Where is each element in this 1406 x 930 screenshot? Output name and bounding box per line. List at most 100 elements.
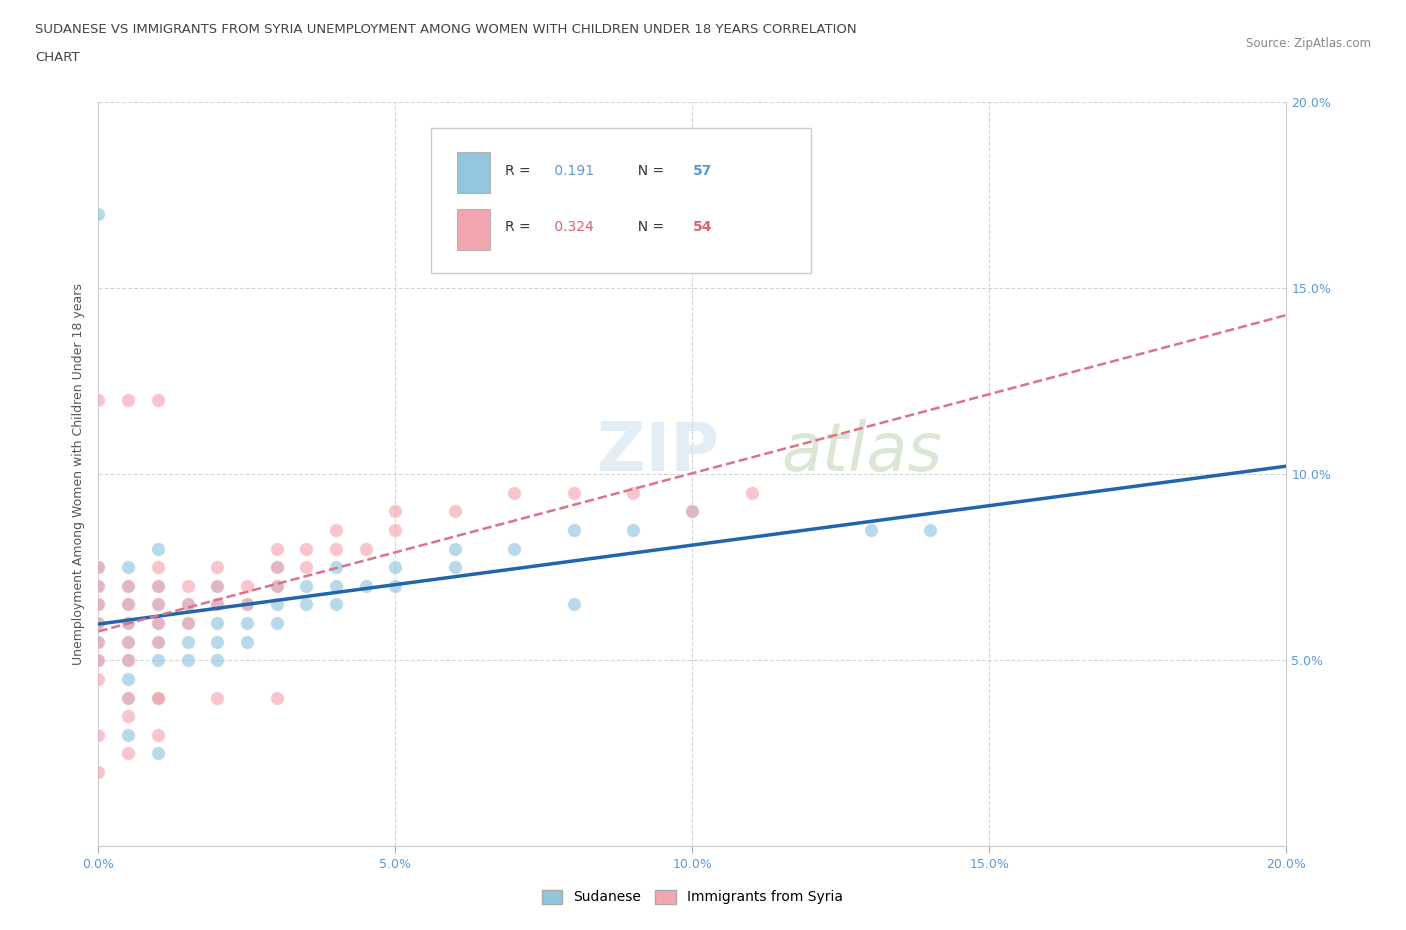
Point (207, 578, 229, 593)
Point (384, 560, 406, 575)
Point (236, 616, 259, 631)
Point (117, 634, 139, 649)
Point (117, 578, 139, 593)
Point (146, 541, 169, 556)
Point (325, 523, 347, 538)
Point (87, 597, 110, 612)
Point (87, 392, 110, 407)
Text: 57: 57 (693, 164, 711, 178)
Point (117, 690, 139, 705)
Point (176, 597, 198, 612)
Point (443, 504, 465, 519)
Point (295, 578, 318, 593)
Point (384, 504, 406, 519)
Point (266, 578, 288, 593)
Point (354, 541, 377, 556)
Point (176, 634, 198, 649)
Point (146, 616, 169, 631)
Point (236, 597, 259, 612)
Point (207, 597, 229, 612)
Y-axis label: Unemployment Among Women with Children Under 18 years: Unemployment Among Women with Children U… (72, 284, 86, 665)
Point (236, 597, 259, 612)
Point (87, 653, 110, 668)
Point (354, 578, 377, 593)
Text: R =: R = (505, 164, 534, 178)
Point (384, 523, 406, 538)
Text: Source: ZipAtlas.com: Source: ZipAtlas.com (1246, 37, 1371, 50)
Point (146, 634, 169, 649)
Point (859, 523, 882, 538)
Point (87, 616, 110, 631)
Point (117, 709, 139, 724)
Point (207, 690, 229, 705)
Point (207, 634, 229, 649)
Point (266, 560, 288, 575)
Point (146, 560, 169, 575)
Point (146, 578, 169, 593)
Text: atlas: atlas (782, 419, 942, 485)
Point (621, 523, 644, 538)
Bar (457, 153, 491, 193)
Point (266, 616, 288, 631)
Point (236, 578, 259, 593)
Point (146, 690, 169, 705)
Point (87, 671, 110, 686)
Point (87, 206, 110, 221)
Text: 0.324: 0.324 (550, 220, 593, 234)
FancyBboxPatch shape (432, 128, 811, 273)
Point (146, 634, 169, 649)
Point (87, 578, 110, 593)
Text: 54: 54 (693, 220, 711, 234)
Point (176, 616, 198, 631)
Point (207, 597, 229, 612)
Point (146, 690, 169, 705)
Legend: Sudanese, Immigrants from Syria: Sudanese, Immigrants from Syria (536, 884, 849, 910)
Point (325, 560, 347, 575)
Text: CHART: CHART (35, 51, 80, 64)
Point (562, 597, 585, 612)
Point (117, 653, 139, 668)
Point (87, 560, 110, 575)
Point (117, 392, 139, 407)
Text: N =: N = (630, 164, 669, 178)
Point (176, 616, 198, 631)
Point (146, 616, 169, 631)
Point (146, 746, 169, 761)
Point (117, 560, 139, 575)
Point (87, 616, 110, 631)
Point (295, 560, 318, 575)
Point (146, 727, 169, 742)
Point (266, 560, 288, 575)
Point (325, 578, 347, 593)
Point (503, 541, 526, 556)
Text: N =: N = (630, 220, 669, 234)
Point (117, 616, 139, 631)
Point (117, 616, 139, 631)
Text: SUDANESE VS IMMIGRANTS FROM SYRIA UNEMPLOYMENT AMONG WOMEN WITH CHILDREN UNDER 1: SUDANESE VS IMMIGRANTS FROM SYRIA UNEMPL… (35, 23, 856, 36)
Point (176, 578, 198, 593)
Point (207, 653, 229, 668)
Point (207, 578, 229, 593)
Point (117, 597, 139, 612)
Point (920, 523, 942, 538)
Point (87, 578, 110, 593)
Point (503, 485, 526, 500)
Point (266, 690, 288, 705)
Text: R =: R = (505, 220, 534, 234)
Point (87, 727, 110, 742)
Point (117, 653, 139, 668)
Point (117, 690, 139, 705)
Point (117, 746, 139, 761)
Point (562, 523, 585, 538)
Point (682, 504, 704, 519)
Point (117, 671, 139, 686)
Point (87, 597, 110, 612)
Point (325, 541, 347, 556)
Point (87, 764, 110, 779)
Point (176, 597, 198, 612)
Point (384, 578, 406, 593)
Point (682, 504, 704, 519)
Point (117, 634, 139, 649)
Point (295, 597, 318, 612)
Point (266, 541, 288, 556)
